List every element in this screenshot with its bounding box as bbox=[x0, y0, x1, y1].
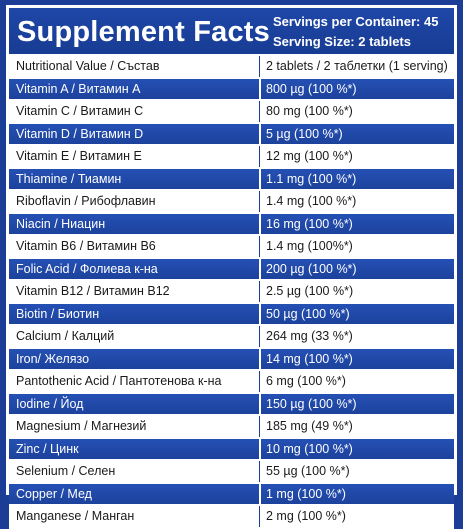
column-divider bbox=[259, 461, 260, 482]
column-divider bbox=[259, 303, 261, 324]
column-divider bbox=[259, 438, 261, 459]
nutrient-name: Vitamin A / Витамин А bbox=[16, 81, 141, 96]
table-row: Selenium / Селен 55 µg (100 %*) bbox=[9, 461, 454, 484]
column-divider bbox=[259, 258, 261, 279]
nutrient-amount: 10 mg (100 %*) bbox=[266, 441, 353, 456]
table-row: Pantothenic Acid / Пантотенова к-на 6 mg … bbox=[9, 371, 454, 394]
table-row: Thiamine / Тиамин 1.1 mg (100 %*) bbox=[9, 168, 454, 191]
column-divider bbox=[259, 326, 260, 347]
nutrient-name: Copper / Мед bbox=[16, 486, 92, 501]
column-divider bbox=[259, 348, 261, 369]
header-nutrient: Nutritional Value / Състав bbox=[16, 59, 160, 73]
nutrient-name: Zinc / Цинк bbox=[16, 441, 79, 456]
nutrient-amount: 200 µg (100 %*) bbox=[266, 261, 357, 276]
column-divider bbox=[259, 506, 260, 527]
nutrient-amount: 6 mg (100 %*) bbox=[266, 374, 346, 388]
nutrient-name: Thiamine / Тиамин bbox=[16, 171, 122, 186]
column-divider bbox=[259, 236, 260, 257]
nutrient-amount: 50 µg (100 %*) bbox=[266, 306, 350, 321]
nutrient-amount: 80 mg (100 %*) bbox=[266, 104, 353, 118]
nutrient-name: Vitamin B6 / Витамин B6 bbox=[16, 239, 156, 253]
nutrient-amount: 2 mg (100 %*) bbox=[266, 509, 346, 523]
facts-title: Supplement Facts bbox=[17, 16, 270, 48]
table-row: Niacin / Ниацин 16 mg (100 %*) bbox=[9, 213, 454, 236]
nutrient-amount: 5 µg (100 %*) bbox=[266, 126, 343, 141]
table-header-row: Nutritional Value / Състав 2 tablets / 2… bbox=[9, 56, 454, 79]
table-row: Vitamin E / Витамин Е 12 mg (100 %*) bbox=[9, 146, 454, 169]
nutrient-amount: 16 mg (100 %*) bbox=[266, 216, 353, 231]
nutrient-amount: 150 µg (100 %*) bbox=[266, 396, 357, 411]
nutrient-name: Vitamin B12 / Витамин B12 bbox=[16, 284, 170, 298]
nutrient-name: Riboflavin / Рибофлавин bbox=[16, 194, 156, 208]
table-row: Manganese / Манган 2 mg (100 %*) bbox=[9, 506, 454, 529]
nutrient-amount: 185 mg (49 %*) bbox=[266, 419, 353, 433]
nutrient-amount: 1.1 mg (100 %*) bbox=[266, 171, 357, 186]
nutrient-name: Biotin / Биотин bbox=[16, 306, 100, 321]
nutrient-amount: 12 mg (100 %*) bbox=[266, 149, 353, 163]
table-row: Vitamin C / Витамин С 80 mg (100 %*) bbox=[9, 101, 454, 124]
nutrient-name: Iodine / Йод bbox=[16, 396, 84, 411]
table-row: Biotin / Биотин 50 µg (100 %*) bbox=[9, 303, 454, 326]
servings-per-container: Servings per Container: 45 bbox=[273, 14, 439, 29]
nutrient-name: Vitamin C / Витамин С bbox=[16, 104, 144, 118]
nutrient-name: Folic Acid / Фолиева к-на bbox=[16, 261, 158, 276]
table-row: Calcium / Калций 264 mg (33 %*) bbox=[9, 326, 454, 349]
column-divider bbox=[259, 393, 261, 414]
table-row: Iodine / Йод 150 µg (100 %*) bbox=[9, 393, 454, 416]
supplement-facts-panel: Supplement Facts Servings per Container:… bbox=[6, 5, 457, 529]
nutrient-name: Manganese / Манган bbox=[16, 509, 135, 523]
header-amount: 2 tablets / 2 таблетки (1 serving) bbox=[266, 59, 448, 73]
nutrient-amount: 14 mg (100 %*) bbox=[266, 351, 353, 366]
nutrient-name: Niacin / Ниацин bbox=[16, 216, 106, 231]
column-divider bbox=[259, 123, 261, 144]
facts-header: Supplement Facts Servings per Container:… bbox=[9, 8, 454, 56]
column-divider bbox=[259, 371, 260, 392]
column-divider bbox=[259, 168, 261, 189]
nutrient-name: Selenium / Селен bbox=[16, 464, 116, 478]
column-divider bbox=[259, 146, 260, 167]
nutrient-name: Vitamin D / Витамин D bbox=[16, 126, 144, 141]
column-divider bbox=[259, 191, 260, 212]
nutrient-amount: 264 mg (33 %*) bbox=[266, 329, 353, 343]
table-row: Vitamin A / Витамин А 800 µg (100 %*) bbox=[9, 78, 454, 101]
nutrient-amount: 800 µg (100 %*) bbox=[266, 81, 357, 96]
column-divider bbox=[259, 416, 260, 437]
column-divider bbox=[259, 78, 261, 99]
column-divider bbox=[259, 281, 260, 302]
table-row: Iron/ Желязо 14 mg (100 %*) bbox=[9, 348, 454, 371]
nutrient-amount: 2.5 µg (100 %*) bbox=[266, 284, 354, 298]
column-divider bbox=[259, 56, 260, 77]
table-row: Vitamin D / Витамин D 5 µg (100 %*) bbox=[9, 123, 454, 146]
serving-size: Serving Size: 2 tablets bbox=[273, 34, 411, 49]
nutrient-name: Magnesium / Магнезий bbox=[16, 419, 147, 433]
column-divider bbox=[259, 101, 260, 122]
nutrient-amount: 1.4 mg (100%*) bbox=[266, 239, 353, 253]
table-row: Vitamin B6 / Витамин B6 1.4 mg (100%*) bbox=[9, 236, 454, 259]
table-row: Zinc / Цинк 10 mg (100 %*) bbox=[9, 438, 454, 461]
nutrient-name: Pantothenic Acid / Пантотенова к-на bbox=[16, 374, 222, 388]
nutrient-amount: 1 mg (100 %*) bbox=[266, 486, 346, 501]
table-row: Magnesium / Магнезий 185 mg (49 %*) bbox=[9, 416, 454, 439]
nutrient-name: Calcium / Калций bbox=[16, 329, 115, 343]
nutrient-name: Iron/ Желязо bbox=[16, 351, 90, 366]
nutrient-amount: 1.4 mg (100 %*) bbox=[266, 194, 357, 208]
nutrition-table: Nutritional Value / Състав 2 tablets / 2… bbox=[9, 56, 454, 529]
table-row: Folic Acid / Фолиева к-на 200 µg (100 %*) bbox=[9, 258, 454, 281]
table-row: Vitamin B12 / Витамин B12 2.5 µg (100 %*) bbox=[9, 281, 454, 304]
table-row: Copper / Мед 1 mg (100 %*) bbox=[9, 483, 454, 506]
column-divider bbox=[259, 483, 261, 504]
nutrient-amount: 55 µg (100 %*) bbox=[266, 464, 350, 478]
nutrient-name: Vitamin E / Витамин Е bbox=[16, 149, 142, 163]
column-divider bbox=[259, 213, 261, 234]
table-row: Riboflavin / Рибофлавин 1.4 mg (100 %*) bbox=[9, 191, 454, 214]
